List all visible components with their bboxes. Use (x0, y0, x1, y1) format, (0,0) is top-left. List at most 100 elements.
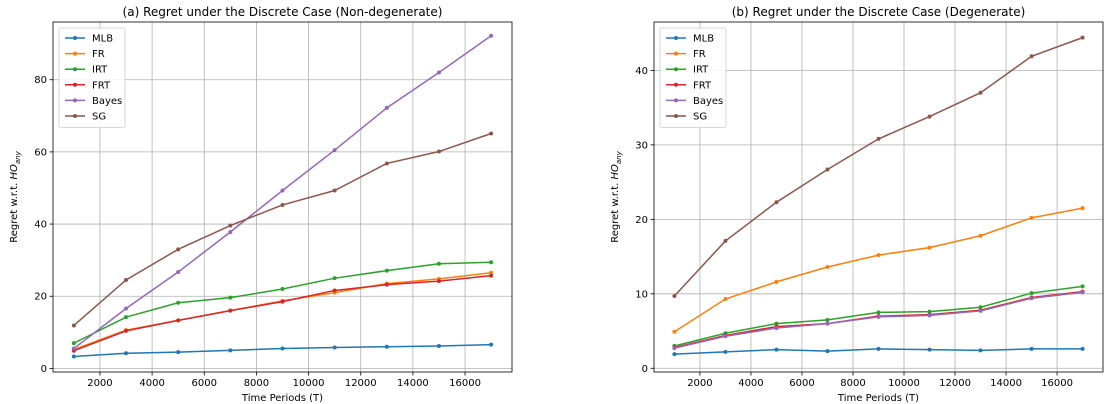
chart1-series-irt-point (176, 300, 181, 305)
chart2-legend-item-irt: IRT (666, 65, 709, 76)
chart1-series-sg-point (280, 202, 285, 207)
chart1-legend-item-sg: SG (65, 112, 106, 123)
chart2-y-tick-label: 30 (635, 140, 648, 151)
chart2-x-tick-label: 6000 (789, 378, 814, 389)
chart2-series-bayes-point (1029, 296, 1034, 301)
chart2-series-bayes-point (876, 314, 881, 319)
chart2-y-tick-label: 10 (635, 289, 648, 300)
chart1-legend-item-frt: FRT (65, 80, 111, 91)
chart1-legend-marker (73, 98, 77, 103)
chart1-series-frt-point (384, 282, 389, 287)
chart1-series-bayes-point (228, 230, 233, 234)
chart1-legend-label: MLB (92, 34, 113, 45)
chart1-series-sg-point (489, 131, 494, 136)
chart2-series-bayes-point (1080, 290, 1085, 295)
chart1-legend-marker (73, 67, 77, 72)
chart2-legend-item-fr: FR (666, 49, 706, 60)
chart2-legend-marker (674, 98, 678, 103)
chart1-series-sg-point (384, 161, 389, 166)
chart2-series-fr-point (825, 265, 830, 269)
chart1-x-tick-label: 12000 (345, 378, 377, 389)
chart1-x-tick-label: 8000 (244, 378, 269, 389)
chart1-x-tick-label: 14000 (397, 378, 429, 389)
chart2-series-fr-point (876, 253, 881, 258)
chart1-series-bayes-point (436, 70, 441, 75)
chart2-series-irt-point (978, 305, 983, 310)
chart2-x-tick-label: 12000 (939, 378, 971, 389)
chart2-series-mlb-point (1080, 346, 1085, 351)
chart2-legend-label: SG (693, 112, 707, 123)
chart1-series-sg-point (71, 323, 76, 328)
chart2-frame (653, 21, 1104, 373)
chart1-series-bayes-point (489, 33, 494, 38)
chart1-series-bayes-point (71, 346, 76, 351)
chart2-series-irt-point (927, 309, 932, 314)
chart1-series-irt-point (489, 260, 494, 265)
chart2-series-sg-point (1080, 35, 1085, 40)
chart1-y-tick-label: 0 (41, 364, 47, 375)
chart2-series-mlb-point (876, 346, 881, 351)
chart1-legend-label: IRT (92, 65, 108, 76)
chart1-y-tick-label: 20 (34, 292, 47, 303)
chart2-series-mlb-point (672, 352, 677, 357)
chart1-series-bayes-point (384, 105, 389, 110)
chart2-series-sg-point (825, 167, 830, 172)
chart2-legend-marker (674, 82, 678, 87)
chart2-title: (b) Regret under the Discrete Case (Dege… (732, 5, 1026, 19)
chart1-legend-label: FRT (92, 80, 111, 91)
chart2-legend-label: FRT (693, 80, 712, 91)
chart1-series-frt-point (228, 308, 233, 313)
chart2-series-fr-point (927, 245, 932, 250)
chart1-series-mlb-point (228, 348, 233, 353)
chart2-series-fr-point (672, 329, 677, 334)
chart2-series-fr-point (1029, 215, 1034, 220)
chart2-series-bayes-point (723, 334, 728, 339)
chart2-series-sg-point (723, 238, 728, 243)
chart1-y-tick-label: 80 (34, 75, 47, 86)
chart2-series-sg-point (876, 136, 881, 141)
chart1-series-bayes-point (280, 188, 285, 193)
chart1-legend-item-bayes: Bayes (65, 96, 122, 107)
chart2-x-tick-label: 8000 (840, 378, 865, 389)
chart2-series-fr-point (1080, 206, 1085, 211)
chart2-series-fr-point (774, 279, 779, 284)
chart1-series-mlb-point (124, 351, 129, 356)
chart2-y-axis-label: Regret w.r.t. HOany (610, 150, 623, 242)
chart2-y-tick-label: 0 (642, 364, 648, 375)
chart2-series-sg-point (927, 114, 932, 119)
chart1-series-bayes-point (124, 306, 129, 311)
chart1-x-tick-label: 2000 (87, 378, 112, 389)
chart1-legend-label: Bayes (92, 96, 122, 107)
chart2-series-irt-point (1080, 284, 1085, 289)
chart2-legend-marker (674, 114, 678, 118)
chart1-legend-label: SG (92, 112, 106, 123)
chart2-series-bayes-point (825, 321, 830, 326)
chart2-series-bayes-point (672, 346, 677, 351)
chart2-series-sg-point (672, 294, 677, 299)
chart2-series-fr-point (723, 297, 728, 302)
chart1-series-sg-point (332, 188, 337, 193)
chart1-legend-marker (73, 114, 77, 118)
chart2-series-mlb-point (825, 349, 830, 354)
chart1-series-fr-point (489, 270, 494, 275)
chart1-series-mlb-point (489, 342, 494, 347)
chart1-series-mlb-point (176, 350, 181, 355)
chart1-series-irt-point (124, 315, 129, 320)
chart2-legend-marker (674, 67, 678, 72)
chart1-x-tick-label: 10000 (293, 378, 325, 389)
chart2-legend-item-frt: FRT (666, 80, 712, 91)
chart2-legend-marker (674, 36, 678, 40)
chart2-series-irt-point (876, 310, 881, 315)
chart2-series-mlb-point (723, 349, 728, 354)
chart2-x-axis-label: Time Periods (T) (837, 393, 919, 404)
chart2: 2000 4000 6000 8000 10000 12000 14000 16000 0 10 2… (610, 5, 1104, 404)
chart1-legend-marker (73, 36, 77, 40)
chart1-series-mlb-point (280, 346, 285, 351)
chart2-legend: MLB FR IRT FRT Bayes SG (659, 27, 727, 128)
chart1-series-mlb-point (71, 354, 76, 359)
chart2-x-tick-label: 16000 (1041, 378, 1073, 389)
chart1-legend-item-mlb: MLB (65, 34, 113, 45)
chart1-series-sg-point (436, 149, 441, 154)
chart1-x-tick-label: 4000 (139, 378, 164, 389)
